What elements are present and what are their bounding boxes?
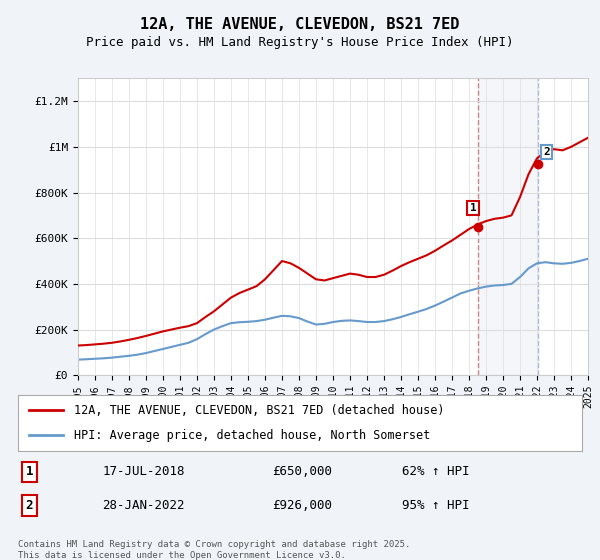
Text: 62% ↑ HPI: 62% ↑ HPI [401, 465, 469, 478]
Text: 12A, THE AVENUE, CLEVEDON, BS21 7ED (detached house): 12A, THE AVENUE, CLEVEDON, BS21 7ED (det… [74, 404, 445, 417]
Text: HPI: Average price, detached house, North Somerset: HPI: Average price, detached house, Nort… [74, 428, 431, 442]
Bar [478, 78, 538, 375]
Text: 28-JAN-2022: 28-JAN-2022 [103, 499, 185, 512]
Text: 2: 2 [26, 499, 33, 512]
Text: £650,000: £650,000 [272, 465, 332, 478]
Text: £926,000: £926,000 [272, 499, 332, 512]
Text: Contains HM Land Registry data © Crown copyright and database right 2025.
This d: Contains HM Land Registry data © Crown c… [18, 540, 410, 560]
Text: Price paid vs. HM Land Registry's House Price Index (HPI): Price paid vs. HM Land Registry's House … [86, 36, 514, 49]
Text: 2: 2 [544, 147, 550, 157]
Text: 1: 1 [26, 465, 33, 478]
Text: 1: 1 [470, 203, 476, 213]
Text: 12A, THE AVENUE, CLEVEDON, BS21 7ED: 12A, THE AVENUE, CLEVEDON, BS21 7ED [140, 17, 460, 32]
Text: 95% ↑ HPI: 95% ↑ HPI [401, 499, 469, 512]
Text: 17-JUL-2018: 17-JUL-2018 [103, 465, 185, 478]
